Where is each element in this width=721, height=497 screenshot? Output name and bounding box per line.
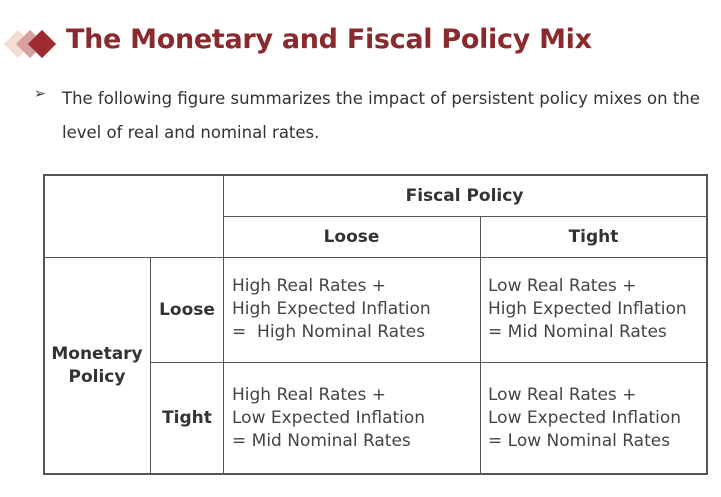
fiscal-col-loose: Loose [323, 227, 380, 247]
fiscal-policy-header: Fiscal Policy [405, 185, 524, 206]
fiscal-col-tight: Tight [568, 227, 619, 247]
page-title: The Monetary and Fiscal Policy Mix [66, 24, 592, 55]
monetary-row-loose: Loose [159, 300, 215, 320]
cell-loose-tight: Low Real Rates + High Expected Inflation… [488, 276, 687, 342]
cell-tight-tight: Low Real Rates + Low Expected Inflation … [488, 385, 682, 451]
bullet-text: The following figure summarizes the impa… [62, 89, 700, 142]
monetary-policy-header: Monetary Policy [51, 343, 143, 387]
monetary-row-tight: Tight [162, 408, 212, 428]
cell-tight-loose: High Real Rates + Low Expected Inflation… [232, 385, 426, 451]
arrow-bullet-icon: ➢ [34, 86, 46, 102]
cell-loose-loose: High Real Rates + High Expected Inflatio… [232, 276, 431, 342]
